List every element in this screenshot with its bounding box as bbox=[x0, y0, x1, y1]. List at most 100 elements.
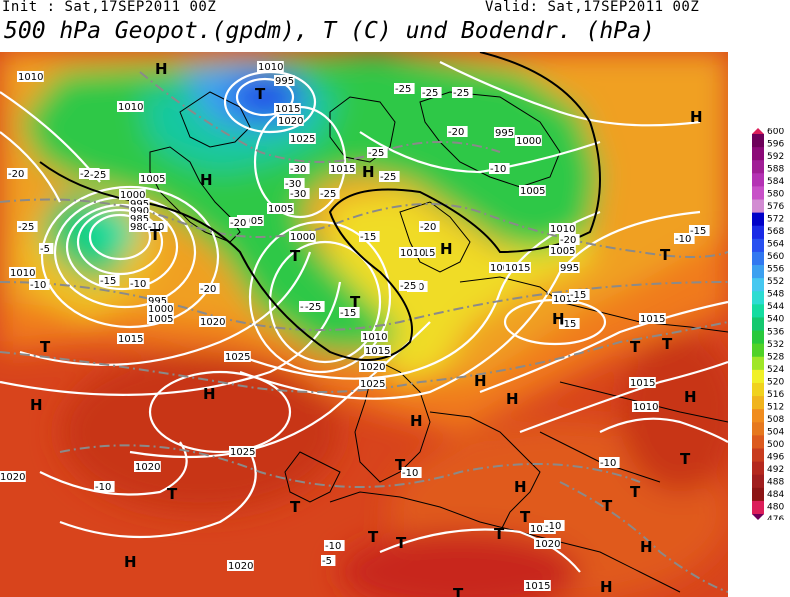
init-time: Init : Sat,17SEP2011 00Z bbox=[2, 0, 217, 15]
isobar-label-box bbox=[494, 127, 515, 138]
isotherm-label: -15 bbox=[340, 308, 356, 319]
low-pressure-marker: T bbox=[395, 456, 406, 474]
isobar-label-box bbox=[147, 313, 174, 324]
isobar-label: 1020 bbox=[135, 462, 160, 473]
isobar-label: 995 bbox=[560, 263, 579, 274]
isotherm-label: -10 bbox=[545, 521, 561, 532]
isotherm-label-box bbox=[321, 555, 336, 566]
high-pressure-marker: H bbox=[155, 60, 168, 78]
isobar-label-box bbox=[364, 345, 391, 356]
isotherm-label: -10 bbox=[402, 468, 418, 479]
isobar-label: 1020 bbox=[228, 561, 253, 572]
colorbar-swatch bbox=[752, 409, 764, 423]
isotherm-label-box bbox=[544, 520, 565, 531]
colorbar-tick-label: 492 bbox=[767, 465, 784, 475]
colorbar-tick-label: 476 bbox=[767, 515, 784, 520]
isotherm-label: -20 bbox=[200, 284, 216, 295]
high-pressure-marker: H bbox=[506, 390, 519, 408]
low-pressure-marker: T bbox=[630, 483, 641, 501]
isobar-label: 990 bbox=[130, 206, 149, 217]
map-title: 500 hPa Geopot.(gpdm), T (C) und Bodendr… bbox=[4, 18, 655, 44]
isobar-label: 1005 bbox=[520, 186, 545, 197]
isotherm-label: -10 bbox=[325, 541, 341, 552]
isobar-label: 1025 bbox=[290, 134, 315, 145]
colorbar-swatch bbox=[752, 356, 764, 371]
colorbar-tick-label: 520 bbox=[767, 377, 784, 387]
isotherm-label-box bbox=[489, 163, 510, 174]
colorbar-tick-label: 516 bbox=[767, 390, 784, 400]
isotherm-label-box bbox=[89, 169, 110, 180]
isobar-label-box bbox=[289, 231, 316, 242]
isotherm-label-box bbox=[324, 540, 345, 551]
header: Init : Sat,17SEP2011 00Z Valid: Sat,17SE… bbox=[0, 0, 790, 52]
isobar-label-box bbox=[534, 538, 561, 549]
colorbar-swatch bbox=[752, 487, 764, 502]
isobar-label-box bbox=[359, 361, 386, 372]
low-pressure-marker: T bbox=[660, 246, 671, 264]
isotherm-label: -5 bbox=[40, 244, 50, 255]
isobar-label: 1010 bbox=[400, 248, 425, 259]
isotherm-label: -25 bbox=[400, 281, 416, 292]
colorbar-tick-label: 552 bbox=[767, 277, 784, 287]
colorbar-swatch bbox=[752, 291, 764, 305]
temperature-labels: -20 -20-25-25-25-25-30-30-30 -25-25 -25 -25-… bbox=[7, 83, 710, 567]
isobar-label: 1020 bbox=[0, 472, 25, 483]
colorbar-swatch bbox=[752, 435, 764, 449]
isotherm-label: -25 bbox=[395, 84, 411, 95]
isotherm-label-box bbox=[599, 457, 620, 468]
colorbar-swatch bbox=[752, 278, 764, 292]
colorbar-svg: 600 596 592 588 584 580 576 572 568 564 560 556 552 5… bbox=[752, 127, 784, 525]
high-pressure-marker: H bbox=[200, 171, 213, 189]
colorbar-tick-label: 512 bbox=[767, 402, 784, 412]
valid-time: Valid: Sat,17SEP2011 00Z bbox=[485, 0, 700, 15]
isobar-label-box bbox=[289, 133, 316, 144]
colorbar-swatch bbox=[752, 343, 764, 358]
low-pressure-marker: T bbox=[494, 525, 505, 543]
isobar-label: 1025 bbox=[225, 352, 250, 363]
colorbar-swatch bbox=[752, 369, 764, 384]
colorbar-swatch bbox=[752, 317, 764, 332]
isobar-label-box bbox=[257, 61, 284, 72]
colorbar-tick-label: 556 bbox=[767, 265, 784, 275]
colorbar-swatch bbox=[752, 265, 764, 279]
isobar-label-box bbox=[361, 331, 388, 342]
high-pressure-marker: H bbox=[640, 538, 653, 556]
isobar-label-box bbox=[524, 580, 551, 591]
isobar-label-box bbox=[399, 247, 426, 258]
high-pressure-marker: H bbox=[410, 412, 423, 430]
isotherm-label-box bbox=[339, 307, 360, 318]
isobar-label: 980 bbox=[130, 222, 149, 233]
low-pressure-marker: T bbox=[167, 485, 178, 503]
isotherm-label-box bbox=[367, 147, 388, 158]
isotherm-label-box bbox=[319, 188, 340, 199]
isobar-label: 1000 bbox=[290, 232, 315, 243]
colorbar-swatch bbox=[752, 474, 764, 489]
colorbar-tick-label: 488 bbox=[767, 477, 784, 487]
isobar-label: 1015 bbox=[275, 104, 300, 115]
isotherm-label: -25 bbox=[380, 172, 396, 183]
isotherm-label-box bbox=[147, 221, 168, 232]
colorbar-tick-label: 580 bbox=[767, 190, 784, 200]
isobar-label: 1005 bbox=[268, 204, 293, 215]
isobar-label: 1005 bbox=[148, 314, 173, 325]
isotherm-label: -10 bbox=[30, 280, 46, 291]
colorbar-tick-label: 564 bbox=[767, 240, 784, 250]
isotherm-label: -10 bbox=[490, 164, 506, 175]
colorbar-tick-label: 548 bbox=[767, 290, 784, 300]
isotherm-label-box bbox=[7, 168, 28, 179]
colorbar-tick-label: 588 bbox=[767, 165, 784, 175]
isotherm-label-box bbox=[284, 178, 305, 189]
isotherm-label: -10 bbox=[675, 234, 691, 245]
isotherm-label: -30 bbox=[290, 164, 306, 175]
high-pressure-marker: H bbox=[203, 385, 216, 403]
low-pressure-marker: T bbox=[662, 335, 673, 353]
isotherm-label: -5 bbox=[322, 556, 332, 567]
isotherm-label: -25 bbox=[90, 170, 106, 181]
low-pressure-marker: T bbox=[680, 450, 691, 468]
isotherm-label-box bbox=[559, 234, 580, 245]
isotherm-label-box bbox=[304, 301, 325, 312]
isobar-label-box bbox=[632, 401, 659, 412]
colorbar-swatch bbox=[752, 304, 764, 318]
isobar-label-box bbox=[519, 185, 546, 196]
